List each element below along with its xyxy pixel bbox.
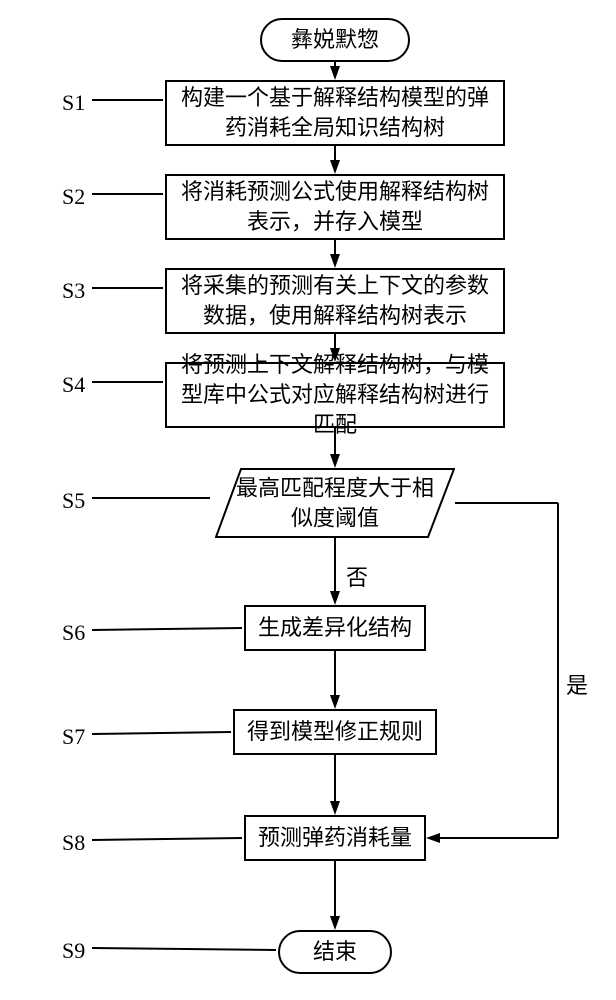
terminator-end-label: 结束 xyxy=(313,937,357,967)
step-label-S4: S4 xyxy=(62,372,85,398)
process-text-S1: 构建一个基于解释结构模型的弹药消耗全局知识结构树 xyxy=(173,83,497,142)
process-S8: 预测弹药消耗量 xyxy=(244,815,426,861)
step-label-S2: S2 xyxy=(62,184,85,210)
terminator-start-label: 彝娧默惣 xyxy=(291,25,379,55)
process-text-S4: 将预测上下文解释结构树，与模型库中公式对应解释结构树进行匹配 xyxy=(173,350,497,439)
process-S4: 将预测上下文解释结构树，与模型库中公式对应解释结构树进行匹配 xyxy=(165,362,505,428)
edge-label-no: 否 xyxy=(346,560,368,592)
decision-S5: 最高匹配程度大于相似度阈值 xyxy=(215,468,455,538)
step-label-S9: S9 xyxy=(62,938,85,964)
process-S2: 将消耗预测公式使用解释结构树表示，并存入模型 xyxy=(165,174,505,240)
process-text-S3: 将采集的预测有关上下文的参数数据，使用解释结构树表示 xyxy=(173,271,497,330)
step-label-S1: S1 xyxy=(62,90,85,116)
terminator-end: 结束 xyxy=(278,930,392,974)
step-label-S5: S5 xyxy=(62,488,85,514)
process-text-S7: 得到模型修正规则 xyxy=(247,717,423,747)
terminator-start: 彝娧默惣 xyxy=(260,18,410,62)
flowchart-canvas: 彝娧默惣 构建一个基于解释结构模型的弹药消耗全局知识结构树将消耗预测公式使用解释… xyxy=(0,0,616,1000)
process-text-S6: 生成差异化结构 xyxy=(258,613,412,643)
process-S3: 将采集的预测有关上下文的参数数据，使用解释结构树表示 xyxy=(165,268,505,334)
edge-label-yes: 是 xyxy=(566,668,588,700)
step-label-S6: S6 xyxy=(62,620,85,646)
step-label-S7: S7 xyxy=(62,724,85,750)
process-S1: 构建一个基于解释结构模型的弹药消耗全局知识结构树 xyxy=(165,80,505,146)
process-text-S8: 预测弹药消耗量 xyxy=(258,823,412,853)
process-text-S2: 将消耗预测公式使用解释结构树表示，并存入模型 xyxy=(173,177,497,236)
step-label-S8: S8 xyxy=(62,830,85,856)
process-S7: 得到模型修正规则 xyxy=(233,709,437,755)
process-S6: 生成差异化结构 xyxy=(244,605,426,651)
step-label-S3: S3 xyxy=(62,278,85,304)
